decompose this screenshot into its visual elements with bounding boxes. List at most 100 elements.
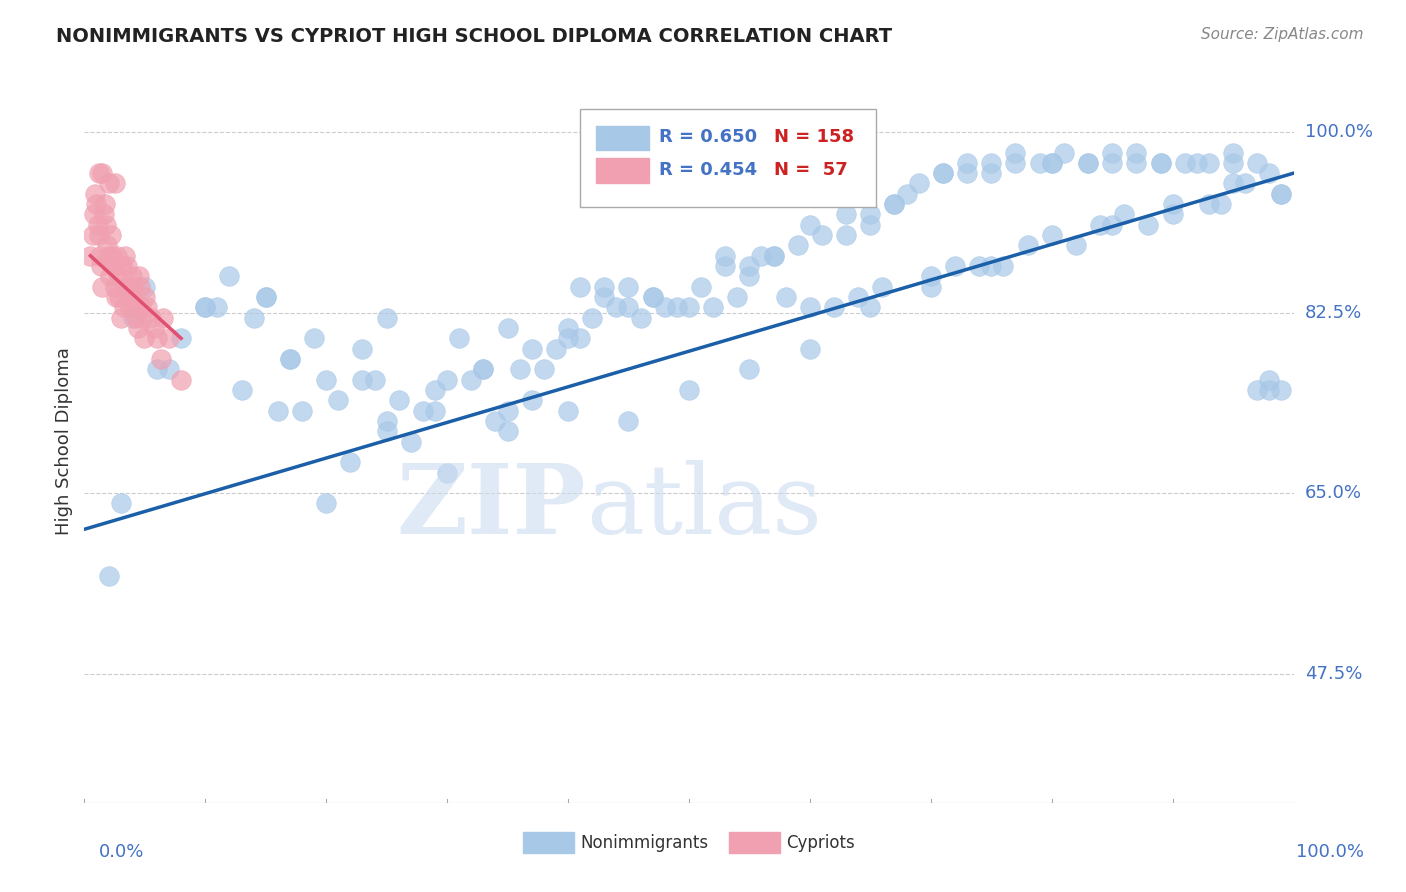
Point (97, 568, 120, 582)
Point (83, 207, 105, 221)
Point (1114, 207, 1136, 221)
Point (557, 321, 579, 335)
Point (423, 383, 446, 397)
Point (121, 310, 143, 325)
Point (388, 393, 411, 408)
Point (134, 279, 156, 293)
Point (1101, 218, 1123, 232)
Point (496, 403, 519, 417)
Text: Nonimmigrants: Nonimmigrants (581, 833, 709, 852)
Point (170, 331, 193, 345)
Point (1258, 383, 1281, 397)
Point (96, 238, 118, 252)
Point (1149, 156, 1171, 170)
Point (943, 259, 966, 273)
Point (115, 259, 138, 273)
Point (1125, 145, 1147, 160)
Point (509, 362, 531, 376)
Point (157, 362, 180, 376)
Point (1077, 156, 1099, 170)
Point (678, 383, 700, 397)
Point (143, 321, 166, 335)
Point (617, 301, 640, 315)
Point (533, 362, 555, 376)
Point (557, 403, 579, 417)
Text: 100.0%: 100.0% (1305, 123, 1372, 141)
Point (98, 269, 121, 284)
Point (678, 301, 700, 315)
Point (859, 301, 882, 315)
Point (114, 249, 136, 263)
Text: ZIP: ZIP (396, 459, 586, 554)
Point (207, 301, 229, 315)
Point (665, 301, 688, 315)
Point (520, 342, 543, 356)
Point (127, 321, 149, 335)
Point (786, 238, 808, 252)
Point (1053, 145, 1076, 160)
Point (811, 228, 834, 243)
Point (149, 351, 172, 366)
Point (100, 228, 122, 243)
Point (967, 259, 990, 273)
Point (423, 403, 446, 417)
Point (714, 259, 737, 273)
Point (472, 362, 495, 376)
Point (1161, 207, 1184, 221)
Point (738, 269, 761, 284)
Point (1004, 156, 1026, 170)
Text: N =  57: N = 57 (773, 161, 848, 179)
Point (1088, 218, 1111, 232)
Point (89, 249, 111, 263)
FancyBboxPatch shape (581, 109, 876, 207)
Point (242, 310, 264, 325)
Point (1101, 145, 1123, 160)
Point (1270, 383, 1292, 397)
Point (449, 331, 471, 345)
Point (1040, 228, 1063, 243)
Point (569, 331, 592, 345)
Point (375, 424, 398, 438)
Point (617, 279, 640, 293)
FancyBboxPatch shape (523, 831, 574, 854)
Point (1028, 156, 1050, 170)
Point (1258, 166, 1281, 180)
Point (472, 362, 495, 376)
Text: R = 0.650: R = 0.650 (659, 128, 756, 146)
Text: 0.0%: 0.0% (98, 843, 143, 861)
Point (129, 301, 152, 315)
Point (412, 403, 434, 417)
Point (1040, 156, 1063, 170)
Point (86, 197, 108, 211)
Point (122, 290, 145, 304)
Point (593, 279, 616, 293)
Point (120, 301, 142, 315)
Point (129, 279, 152, 293)
Point (110, 496, 132, 510)
Point (352, 342, 374, 356)
Point (91, 166, 114, 180)
Point (87, 166, 110, 180)
Point (104, 279, 127, 293)
Point (315, 496, 337, 510)
Point (328, 393, 350, 408)
Point (714, 249, 737, 263)
Point (278, 351, 301, 366)
Point (86, 218, 108, 232)
Point (267, 403, 290, 417)
Point (363, 373, 385, 387)
Point (1222, 156, 1244, 170)
Point (641, 290, 664, 304)
Point (112, 301, 135, 315)
Point (1137, 218, 1160, 232)
Point (956, 156, 979, 170)
Point (94, 197, 117, 211)
Point (956, 166, 979, 180)
Point (170, 373, 193, 387)
Point (128, 269, 150, 284)
Point (859, 207, 882, 221)
Point (125, 310, 148, 325)
Text: 47.5%: 47.5% (1305, 665, 1362, 682)
Text: 65.0%: 65.0% (1305, 484, 1361, 502)
Point (980, 166, 1002, 180)
